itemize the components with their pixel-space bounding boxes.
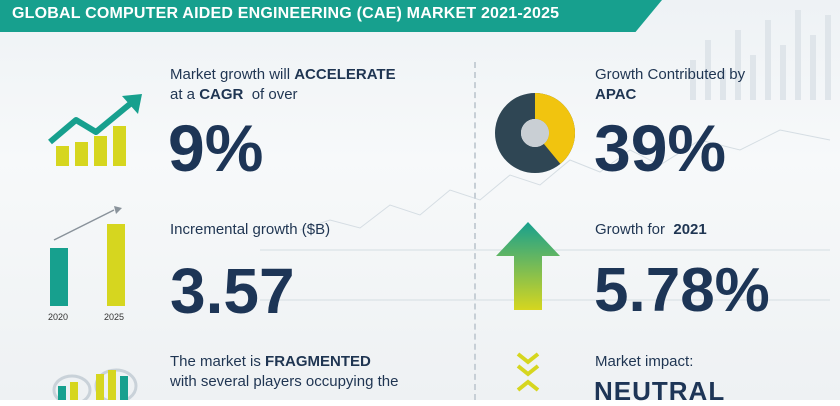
incremental-value: 3.57	[170, 255, 295, 327]
cagr-value: 9%	[168, 111, 264, 185]
growth-2021-text: Growth for	[595, 221, 674, 238]
market-structure-label: The market is FRAGMENTED with several pl…	[170, 352, 398, 392]
cagr-text-1: Market growth will	[170, 66, 295, 83]
market-text-1: The market is	[170, 353, 266, 370]
header-banner	[0, 0, 662, 32]
donut-chart-icon	[495, 93, 575, 173]
up-arrow-icon	[496, 222, 560, 310]
cagr-text-2: at a	[170, 86, 200, 103]
growth-2021-strong: 2021	[673, 221, 707, 238]
growth-2021-label: Growth for 2021	[595, 220, 707, 240]
apac-value: 39%	[594, 111, 727, 185]
market-text-2: with several players occupying the	[170, 373, 399, 390]
incremental-label: Incremental growth ($B)	[170, 221, 331, 238]
cagr-label: Market growth will ACCELERATE at a CAGR …	[170, 65, 396, 105]
apac-text: Growth Contributed by	[595, 66, 746, 83]
players-icon	[52, 368, 138, 400]
growth-2021-value: 5.78%	[594, 256, 770, 325]
page-title: GLOBAL COMPUTER AIDED ENGINEERING (CAE) …	[12, 5, 560, 22]
apac-label: Growth Contributed by APAC	[595, 65, 745, 105]
bar-label-2020: 2020	[48, 312, 69, 322]
market-strong: FRAGMENTED	[265, 353, 371, 370]
market-impact-label: Market impact:	[595, 353, 694, 370]
apac-strong: APAC	[595, 86, 637, 103]
bar-compare-icon	[50, 206, 125, 306]
market-impact-value: NEUTRAL	[594, 376, 726, 406]
bar-label-2025: 2025	[104, 312, 125, 322]
donut-share-arc	[495, 93, 575, 173]
column-divider	[474, 62, 476, 400]
growth-chart-icon	[48, 94, 142, 166]
cagr-text-3: of over	[243, 86, 298, 103]
neutral-arrows-icon	[516, 352, 540, 392]
cagr-strong-2: CAGR	[199, 86, 244, 103]
cagr-strong-1: ACCELERATE	[294, 66, 396, 83]
